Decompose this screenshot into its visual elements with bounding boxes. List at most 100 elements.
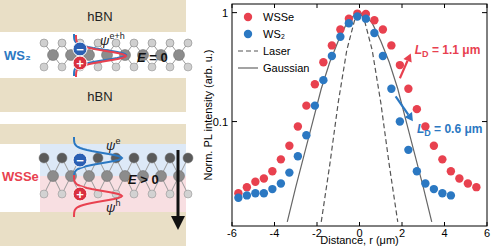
data-point — [336, 33, 344, 41]
material-label: WSSe — [2, 169, 39, 184]
data-point — [336, 25, 344, 33]
panel-top: hBNhBN−+ψe+hWS₂E = 0 — [0, 0, 192, 112]
chalcogen-atom — [184, 63, 192, 71]
hbn-layer — [0, 124, 186, 144]
data-point — [430, 142, 438, 150]
y-tick — [482, 121, 487, 122]
data-point — [302, 131, 310, 139]
hbn-layer — [0, 212, 186, 246]
annotation-symbol: L — [415, 43, 422, 57]
chalcogen-atom — [166, 39, 174, 47]
metal-atom — [84, 171, 95, 182]
annotation-value: = 0.6 μm — [431, 122, 483, 136]
data-point — [447, 191, 455, 199]
x-tick — [274, 222, 275, 226]
data-point — [472, 183, 480, 191]
data-point — [438, 155, 446, 163]
data-point — [260, 189, 268, 197]
metal-atom — [48, 50, 59, 61]
data-point — [396, 117, 404, 125]
wavefunction-curve — [74, 175, 122, 217]
data-point — [319, 58, 327, 66]
chalcogen-atom — [112, 63, 120, 71]
data-point — [234, 194, 242, 202]
material-label: WS₂ — [4, 48, 31, 63]
legend: WSSeWS₂LaserGaussian — [238, 11, 309, 74]
chalcogen-atom — [165, 153, 175, 163]
x-axis-label: Distance, r (μm) — [320, 234, 398, 246]
field-label: E = 0 — [137, 50, 168, 65]
data-point — [396, 61, 404, 69]
data-point — [328, 52, 336, 60]
data-point — [302, 101, 310, 109]
data-point — [447, 167, 455, 175]
chalcogen-atom — [184, 39, 192, 47]
data-point — [268, 185, 276, 193]
annotation-text: LD = 1.1 μm — [415, 43, 481, 59]
data-point — [362, 14, 370, 22]
data-point — [404, 146, 412, 154]
field-text: = 0 — [146, 50, 168, 65]
data-point — [311, 101, 319, 109]
series-line — [321, 13, 398, 222]
charge — [73, 56, 87, 70]
data-point — [294, 152, 302, 160]
data-point — [328, 41, 336, 49]
data-point — [413, 105, 421, 113]
chalcogen-atom — [58, 63, 66, 71]
chalcogen-atom — [40, 39, 48, 47]
field-symbol: E — [128, 172, 137, 187]
data-point — [285, 168, 293, 176]
y-tick-label: 1 — [222, 7, 228, 19]
annotation-arrow — [400, 61, 408, 78]
data-point — [353, 12, 361, 20]
annotation-value: = 1.1 μm — [429, 43, 481, 57]
wavefunction-label: ψe+h — [100, 31, 125, 48]
data-point — [345, 19, 353, 27]
legend-swatch — [238, 67, 258, 68]
annotation-arrowhead — [403, 53, 411, 62]
y-axis-label: Norm. PL intensity (arb. u.) — [202, 49, 214, 180]
annotation-text: LD = 0.6 μm — [417, 122, 483, 138]
chalcogen-atom — [40, 63, 48, 71]
x-tick — [359, 4, 360, 8]
x-tick — [359, 222, 360, 226]
field-label: E > 0 — [128, 172, 159, 187]
data-point — [251, 178, 259, 186]
data-point — [243, 183, 251, 191]
legend-label: Laser — [263, 45, 291, 57]
x-tick-label: -4 — [270, 227, 280, 239]
metal-atom — [48, 171, 59, 182]
x-tick — [444, 4, 445, 8]
charge — [73, 187, 87, 201]
layer-label: hBN — [87, 9, 112, 24]
data-point — [277, 155, 285, 163]
data-point — [277, 179, 285, 187]
plot-frame — [232, 4, 487, 226]
chalcogen-atom — [147, 153, 157, 163]
data-point — [379, 52, 387, 60]
data-point — [387, 41, 395, 49]
y-tick — [232, 12, 237, 13]
data-point — [370, 29, 378, 37]
plot-area — [234, 9, 480, 221]
field-arrow — [177, 150, 180, 220]
charge-sign: + — [76, 56, 84, 71]
ticks: -6-4-202460.11 — [213, 4, 490, 239]
x-tick — [402, 222, 403, 226]
x-tick-label: -6 — [227, 227, 237, 239]
chalcogen-atom — [183, 153, 193, 163]
chalcogen-atom — [130, 190, 138, 198]
figure: hBNhBN−+ψe+hWS₂E = 0−+ψeψhWSSeE > 0-6-4-… — [0, 0, 500, 246]
data-point — [319, 76, 327, 84]
psi-superscript: h — [115, 198, 120, 208]
x-tick-label: 2 — [399, 227, 405, 239]
chalcogen-atom — [166, 190, 174, 198]
layer-label: hBN — [87, 89, 112, 104]
field-symbol: E — [137, 50, 146, 65]
y-tick-label: 0.1 — [213, 116, 228, 128]
data-point — [404, 85, 412, 93]
data-point — [387, 85, 395, 93]
psi-superscript: e — [115, 136, 120, 146]
series-line — [287, 13, 432, 222]
